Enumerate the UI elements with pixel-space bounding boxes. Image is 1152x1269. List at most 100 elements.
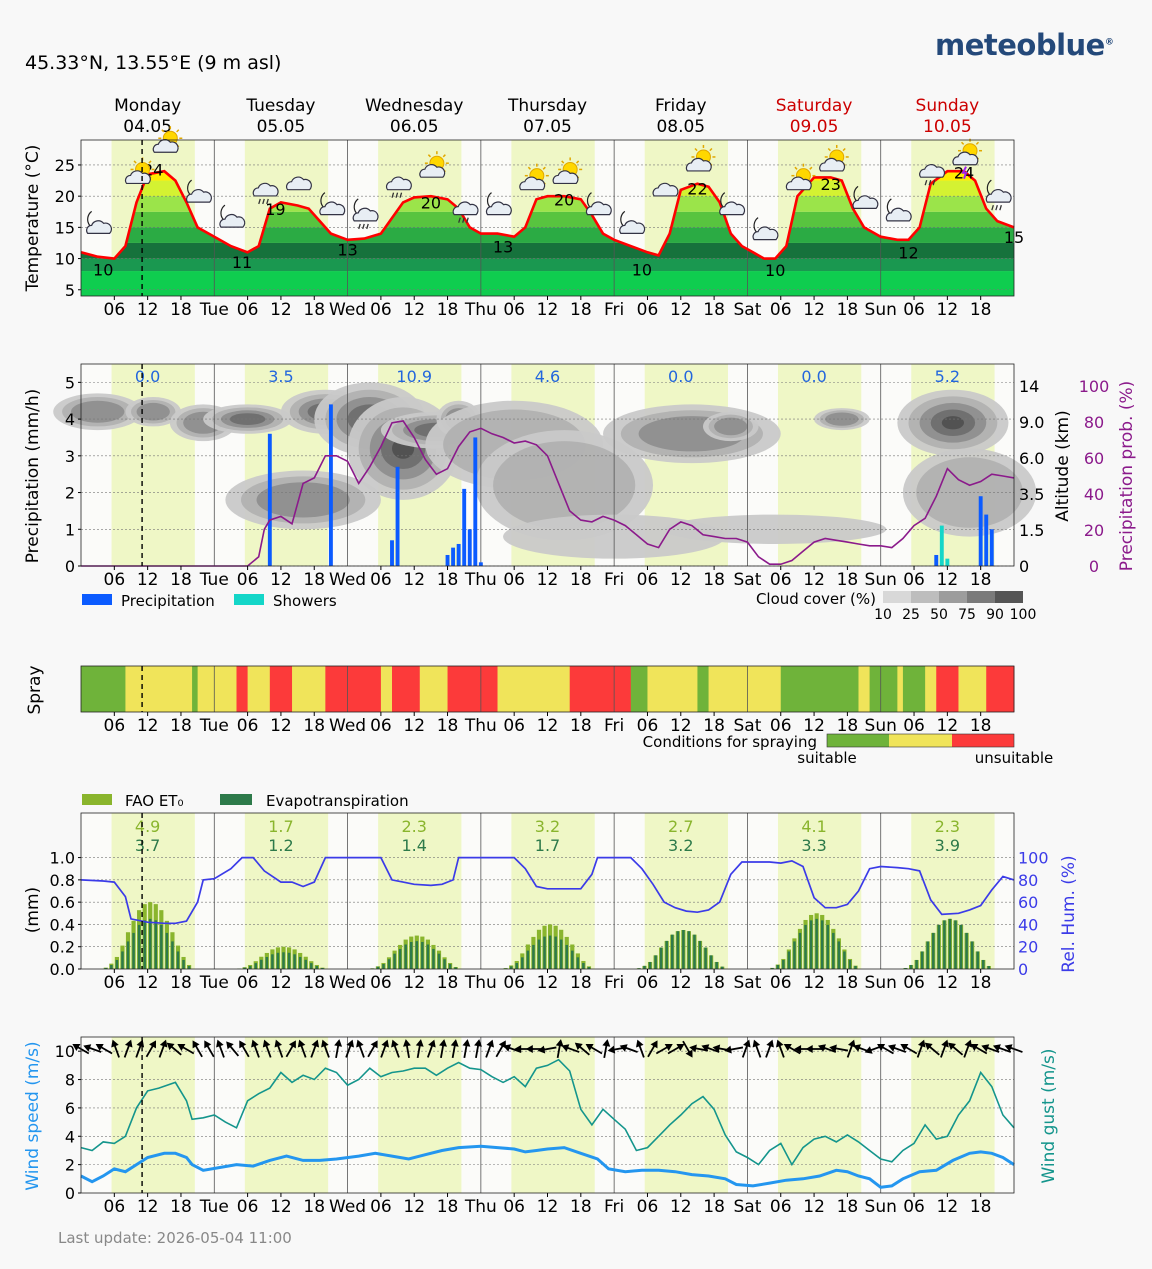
sun-storm-icon [952,138,983,180]
cloud-shape [685,157,712,172]
evapotranspiration-bar [176,951,180,969]
wind-direction-arrow [72,1044,90,1055]
spray-segment [392,666,421,712]
daily-fao-total: 3.2 [535,817,560,836]
hour-tick-label: 18 [170,570,192,590]
shower-bar [945,558,950,566]
spray-segment [747,666,782,712]
hour-tick-label: 12 [137,570,159,590]
evapotranspiration-bar [387,959,391,969]
hour-tick-label: 18 [570,570,592,590]
spray-segment [591,666,632,712]
wind-arrow-head [321,1039,329,1048]
hour-tick-label: 18 [437,973,459,993]
sun-ray [148,160,152,164]
daylight-band [378,813,462,969]
wind-direction-arrow [380,1039,389,1058]
evapotranspiration-bar [798,932,802,969]
precipitation-bar [984,514,989,566]
moon-cloud-icon [852,185,879,209]
wind-arrow-head [346,1039,354,1048]
spray-segment [197,666,237,712]
humidity-tick-label: 60 [1018,893,1038,912]
sun-ray [842,147,846,152]
hour-tick-label: 06 [770,973,792,993]
precipitation-tick-label: 2 [65,484,75,503]
evapotranspiration-bar [837,941,841,969]
evapotranspiration-bar [132,932,135,969]
wind-speed-axis-label: Wind speed (m/s) [23,1041,43,1190]
sun-ray [709,147,713,152]
wind-tick-label: 10 [55,1042,75,1061]
spray-segment [236,666,249,712]
cloud-cover-legend-level: 50 [930,607,948,623]
hour-tick-label: 06 [503,716,525,736]
hour-tick-label: 06 [237,570,259,590]
wind-arrow-head [95,1044,104,1051]
precipitation-bar [473,437,478,566]
evapotranspiration-bar [720,966,724,969]
cloud-shape [585,201,612,216]
spray-segment [780,666,859,712]
hour-tick-label: 18 [570,300,592,320]
daylight-band [777,1037,862,1193]
evapotranspiration-bar [909,964,913,969]
precipitation-tick-label: 5 [65,373,75,392]
hour-tick-label: 12 [403,570,425,590]
wind-arrow-head [924,1042,933,1051]
hour-tick-label: 12 [270,300,292,320]
sun-ray [427,154,432,158]
wind-direction-arrow [158,1039,168,1058]
hour-tick-label: 12 [537,1197,559,1217]
evapotranspiration-bar [248,965,252,969]
hour-tick-label: 06 [903,973,925,993]
wind-arrow-head [676,1044,685,1051]
cloud-cover-legend-level: 25 [902,607,920,623]
wind-arrow-head [555,1039,564,1047]
daily-evapotranspiration-total: 3.3 [801,836,826,855]
hour-tick-label: 18 [303,300,325,320]
wind-arrow-head [776,1039,784,1048]
hour-tick-label: 18 [970,1197,992,1217]
wind-direction-arrow [95,1044,113,1055]
spray-segment [569,666,593,712]
hour-tick-label: 18 [970,300,992,320]
evapotranspiration-bar [165,932,169,969]
wind-arrow-head [724,1045,732,1054]
wind-arrow-head [450,1039,459,1047]
wind-direction-arrow [321,1039,330,1058]
rain-drop [391,192,395,198]
wind-arrow-head [877,1044,886,1051]
hour-tick-label: 12 [403,300,425,320]
meteoblue-logo[interactable]: meteoblue® [935,28,1114,62]
cloud-shape [919,164,946,178]
precipitation-legend-label: Precipitation [121,592,215,610]
wind-direction-arrow [274,1039,284,1058]
wind-direction-arrow [310,1039,320,1058]
altitude-tick-label: 9.0 [1019,413,1044,432]
wind-direction-arrow [391,1039,400,1058]
cloud-cover-legend-level: 100 [1010,607,1037,623]
moon-cloud-icon [485,192,512,216]
wind-arrow-head [970,1044,979,1051]
evapotranspiration-bar [115,959,119,969]
evapotranspiration-bar [848,959,852,969]
evap-tick-label: 0.8 [50,871,75,890]
wind-arrow-head [574,1042,583,1051]
wind-direction-arrow [239,1040,250,1058]
spray-segment [347,666,382,712]
wind-arrow-head [981,1044,990,1052]
hour-tick-label: 12 [803,973,825,993]
cloud-shape [286,176,312,191]
temperature-axis-label: Temperature (°C) [23,145,43,293]
precipitation-bar [478,562,483,566]
evapotranspiration-bar [904,967,907,969]
day-abbr-tick: Tue [199,973,229,993]
day-abbr-tick: Thu [464,1197,497,1217]
hour-tick-label: 06 [104,570,126,590]
wind-arrow-head [685,1049,693,1058]
hour-tick-label: 06 [370,973,392,993]
evapotranspiration-bar [793,941,796,969]
